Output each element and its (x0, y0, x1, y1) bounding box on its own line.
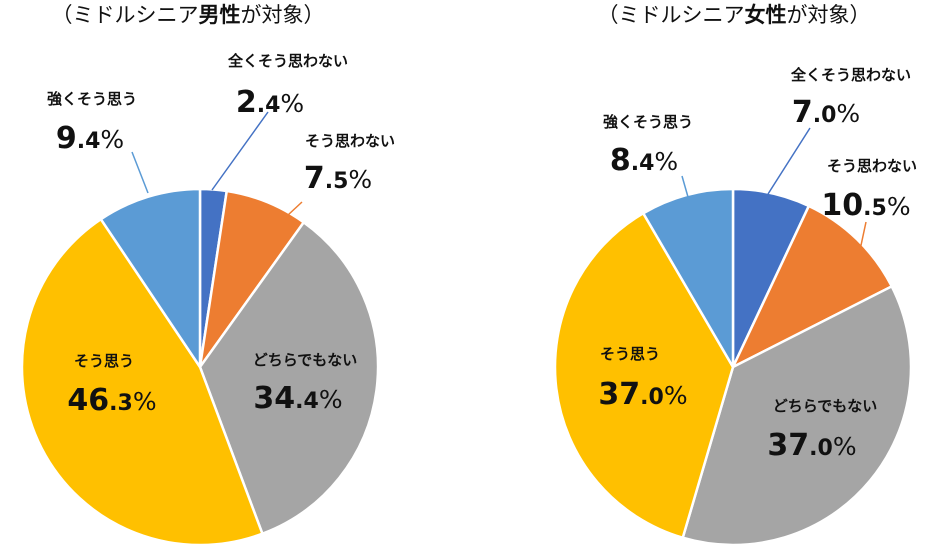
pie-slice (553, 212, 735, 540)
pie-slice (681, 285, 913, 547)
pie-slice (99, 187, 202, 369)
slice-label: 強くそう思う (47, 90, 137, 108)
pie-chart-1: （ミドルシニア男性が対象） 全くそう思わない 2.4%そう思わない 7.5% どちらでも… (20, 3, 395, 547)
leader-line (681, 175, 689, 198)
leader-line (767, 127, 811, 195)
chart-title: （ミドルシニア女性が対象） (598, 3, 871, 27)
slice-label: そう思う (74, 352, 134, 370)
slice-value: 37.0% (598, 377, 687, 412)
pie-chart-2: （ミドルシニア女性が対象） 全くそう思わない 7.0% そう思わない 10.5% どちらで… (553, 3, 917, 547)
slice-value: 9.4% (56, 121, 124, 156)
slice-value: 46.3% (67, 383, 156, 418)
leader-line (131, 151, 149, 194)
slice-value: 10.5% (821, 188, 910, 223)
chart-title-part: が対象） (241, 3, 325, 27)
leader-line (211, 111, 269, 191)
chart-title: （ミドルシニア男性が対象） (52, 3, 325, 27)
chart-title-part: （ミドルシニア (598, 3, 745, 27)
pie-slice (20, 217, 264, 547)
slice-value: 8.4% (610, 143, 678, 178)
slice-label: 強くそう思う (603, 113, 693, 131)
pie-slice (642, 187, 735, 369)
chart-title-part: （ミドルシニア (52, 3, 199, 27)
slice-label: そう思わない (827, 157, 917, 175)
chart-title-part: 男性 (199, 3, 241, 27)
leader-line (859, 221, 867, 251)
slice-value: 37.0% (767, 428, 856, 463)
slice-value: 34.4% (253, 381, 342, 416)
slice-value: 7.0% (792, 95, 860, 130)
pie-slice (198, 221, 380, 535)
slice-label: どちらでもない (253, 351, 358, 369)
slice-label: そう思う (600, 345, 660, 363)
chart-title-part: 女性 (745, 3, 787, 27)
slice-label: そう思わない (305, 132, 395, 150)
slice-label: どちらでもない (773, 397, 878, 415)
slice-label: 全くそう思わない (227, 52, 348, 70)
slice-label: 全くそう思わない (790, 66, 911, 84)
slice-value: 7.5% (304, 161, 372, 196)
chart-title-part: が対象） (787, 3, 871, 27)
pie-slice (731, 204, 893, 369)
slice-value: 2.4% (236, 85, 304, 120)
leader-line (287, 201, 303, 216)
